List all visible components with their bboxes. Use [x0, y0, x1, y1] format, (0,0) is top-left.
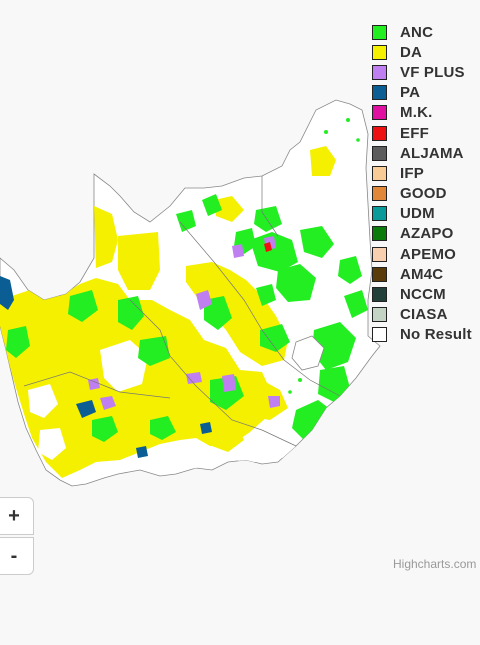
- legend-label: AM4C: [400, 265, 444, 283]
- legend-label: ALJAMA: [400, 144, 464, 162]
- legend-label: ANC: [400, 23, 434, 41]
- legend-label: VF PLUS: [400, 63, 465, 81]
- legend-swatch: [372, 64, 387, 80]
- legend-swatch: [372, 246, 387, 262]
- legend-label: M.K.: [400, 104, 433, 122]
- credits-link[interactable]: Highcharts.com: [393, 557, 477, 571]
- legend-item-ifp[interactable]: IFP: [372, 163, 480, 183]
- legend-item-vf-plus[interactable]: VF PLUS: [372, 62, 480, 82]
- legend-swatch: [372, 226, 387, 242]
- region-anc[interactable]: [6, 194, 368, 442]
- legend-item-am4c[interactable]: AM4C: [372, 264, 480, 284]
- legend-label: DA: [400, 43, 423, 61]
- legend-swatch: [372, 307, 387, 323]
- legend-label: PA: [400, 84, 421, 102]
- legend-label: APEMO: [400, 245, 457, 263]
- legend-item-good[interactable]: GOOD: [372, 184, 480, 204]
- legend-label: NCCM: [400, 286, 446, 304]
- legend-swatch: [372, 287, 387, 303]
- legend-label: UDM: [400, 205, 435, 223]
- legend-label: GOOD: [400, 185, 447, 203]
- legend-swatch: [372, 266, 387, 282]
- legend-item-da[interactable]: DA: [372, 42, 480, 62]
- legend-swatch: [372, 206, 387, 222]
- legend-label: AZAPO: [400, 225, 454, 243]
- lesotho-enclave: [291, 335, 325, 371]
- legend-label: CIASA: [400, 306, 448, 324]
- legend-item-udm[interactable]: UDM: [372, 204, 480, 224]
- legend-swatch: [372, 24, 387, 40]
- legend: ANC DA VF PLUS PA M.K. EFF ALJAMA IFP GOOD UDM AZA…: [372, 22, 480, 345]
- legend-item-no-result[interactable]: No Result: [372, 325, 480, 345]
- legend-swatch: [372, 186, 387, 202]
- legend-item-apemo[interactable]: APEMO: [372, 244, 480, 264]
- legend-item-m-k[interactable]: M.K.: [372, 103, 480, 123]
- legend-label: IFP: [400, 164, 424, 182]
- legend-swatch: [372, 125, 387, 141]
- legend-swatch: [372, 327, 387, 343]
- legend-swatch: [372, 165, 387, 181]
- legend-item-azapo[interactable]: AZAPO: [372, 224, 480, 244]
- legend-item-pa[interactable]: PA: [372, 83, 480, 103]
- zoom-out-button[interactable]: -: [0, 537, 34, 575]
- province-borders: [23, 176, 341, 447]
- legend-label: EFF: [400, 124, 429, 142]
- legend-swatch: [372, 105, 387, 121]
- region-no-result[interactable]: [28, 340, 300, 472]
- region-pa[interactable]: [0, 276, 212, 458]
- legend-item-eff[interactable]: EFF: [372, 123, 480, 143]
- legend-item-aljama[interactable]: ALJAMA: [372, 143, 480, 163]
- zoom-in-button[interactable]: +: [0, 497, 34, 535]
- legend-label: No Result: [400, 326, 472, 344]
- legend-swatch: [372, 44, 387, 60]
- legend-item-ciasa[interactable]: CIASA: [372, 305, 480, 325]
- legend-item-nccm[interactable]: NCCM: [372, 284, 480, 304]
- legend-swatch: [372, 145, 387, 161]
- legend-item-anc[interactable]: ANC: [372, 22, 480, 42]
- legend-swatch: [372, 85, 387, 101]
